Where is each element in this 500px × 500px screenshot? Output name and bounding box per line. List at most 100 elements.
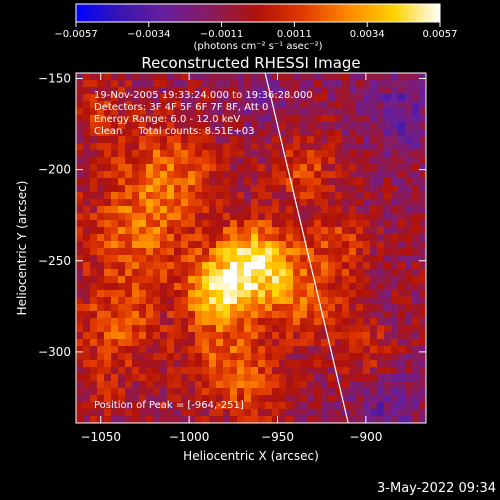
heatmap-cell: [279, 178, 287, 186]
heatmap-cell: [188, 388, 196, 396]
heatmap-cell: [307, 353, 315, 361]
heatmap-cell: [307, 122, 315, 130]
heatmap-cell: [349, 227, 357, 235]
heatmap-cell: [139, 388, 147, 396]
heatmap-cell: [363, 255, 371, 263]
heatmap-cell: [181, 276, 189, 284]
heatmap-cell: [237, 94, 245, 102]
heatmap-cell: [76, 213, 84, 221]
heatmap-cell: [167, 318, 175, 326]
heatmap-cell: [118, 136, 126, 144]
heatmap-cell: [272, 94, 280, 102]
heatmap-cell: [391, 269, 399, 277]
heatmap-cell: [321, 213, 329, 221]
heatmap-cell: [181, 143, 189, 151]
heatmap-cell: [188, 94, 196, 102]
heatmap-cell: [146, 185, 154, 193]
heatmap-cell: [405, 262, 413, 270]
heatmap-cell: [160, 87, 168, 95]
heatmap-cell: [251, 87, 259, 95]
heatmap-cell: [419, 192, 426, 200]
heatmap-cell: [272, 262, 280, 270]
heatmap-cell: [181, 395, 189, 403]
heatmap-cell: [293, 311, 301, 319]
heatmap-cell: [335, 150, 343, 158]
heatmap-cell: [265, 241, 273, 249]
heatmap-cell: [377, 388, 385, 396]
heatmap-cell: [384, 248, 392, 256]
heatmap-cell: [104, 171, 112, 179]
heatmap-cell: [195, 409, 203, 417]
heatmap-cell: [167, 416, 175, 423]
heatmap-cell: [167, 234, 175, 242]
heatmap-cell: [153, 220, 161, 228]
heatmap-cell: [335, 374, 343, 382]
heatmap-cell: [174, 80, 182, 88]
heatmap-cell: [230, 402, 238, 410]
heatmap-cell: [223, 206, 231, 214]
heatmap-cell: [111, 276, 119, 284]
heatmap-cell: [342, 395, 350, 403]
heatmap-cell: [321, 143, 329, 151]
heatmap-cell: [279, 339, 287, 347]
heatmap-cell: [398, 374, 406, 382]
heatmap-cell: [251, 353, 259, 361]
heatmap-cell: [328, 416, 336, 423]
heatmap-cell: [328, 367, 336, 375]
heatmap-cell: [293, 87, 301, 95]
heatmap-cell: [419, 227, 426, 235]
heatmap-cell: [321, 353, 329, 361]
heatmap-cell: [405, 150, 413, 158]
heatmap-cell: [321, 108, 329, 116]
heatmap-cell: [174, 255, 182, 263]
heatmap-cell: [251, 136, 259, 144]
heatmap-cell: [104, 178, 112, 186]
heatmap-cell: [160, 164, 168, 172]
heatmap-cell: [153, 360, 161, 368]
heatmap-cell: [139, 409, 147, 417]
heatmap-cell: [76, 108, 84, 116]
heatmap-cell: [146, 409, 154, 417]
heatmap-cell: [384, 255, 392, 263]
heatmap-cell: [293, 80, 301, 88]
heatmap-cell: [384, 234, 392, 242]
heatmap-cell: [349, 388, 357, 396]
heatmap-cell: [356, 374, 364, 382]
heatmap-cell: [293, 199, 301, 207]
heatmap-cell: [412, 416, 420, 423]
heatmap-cell: [125, 129, 133, 137]
heatmap-cell: [244, 374, 252, 382]
heatmap-cell: [216, 339, 224, 347]
heatmap-cell: [202, 276, 210, 284]
heatmap-cell: [76, 150, 84, 158]
heatmap-cell: [370, 318, 378, 326]
heatmap-cell: [356, 129, 364, 137]
heatmap-cell: [314, 269, 322, 277]
heatmap-cell: [300, 388, 308, 396]
heatmap-cell: [342, 101, 350, 109]
heatmap-cell: [97, 318, 105, 326]
heatmap-cell: [321, 290, 329, 298]
heatmap-cell: [328, 220, 336, 228]
heatmap-cell: [230, 346, 238, 354]
heatmap-cell: [181, 185, 189, 193]
heatmap-cell: [412, 353, 420, 361]
heatmap-cell: [216, 178, 224, 186]
heatmap-cell: [181, 304, 189, 312]
colorbar-tick-label: −0.0057: [54, 29, 97, 40]
heatmap-cell: [265, 360, 273, 368]
heatmap-cell: [244, 122, 252, 130]
heatmap-cell: [300, 248, 308, 256]
heatmap-cell: [195, 353, 203, 361]
heatmap-cell: [279, 402, 287, 410]
heatmap-cell: [146, 101, 154, 109]
heatmap-cell: [258, 353, 266, 361]
heatmap-cell: [272, 346, 280, 354]
heatmap-cell: [398, 388, 406, 396]
heatmap-cell: [202, 192, 210, 200]
heatmap-cell: [76, 416, 84, 423]
heatmap-cell: [293, 234, 301, 242]
heatmap-cell: [160, 283, 168, 291]
heatmap-cell: [293, 318, 301, 326]
heatmap-cell: [223, 73, 231, 81]
